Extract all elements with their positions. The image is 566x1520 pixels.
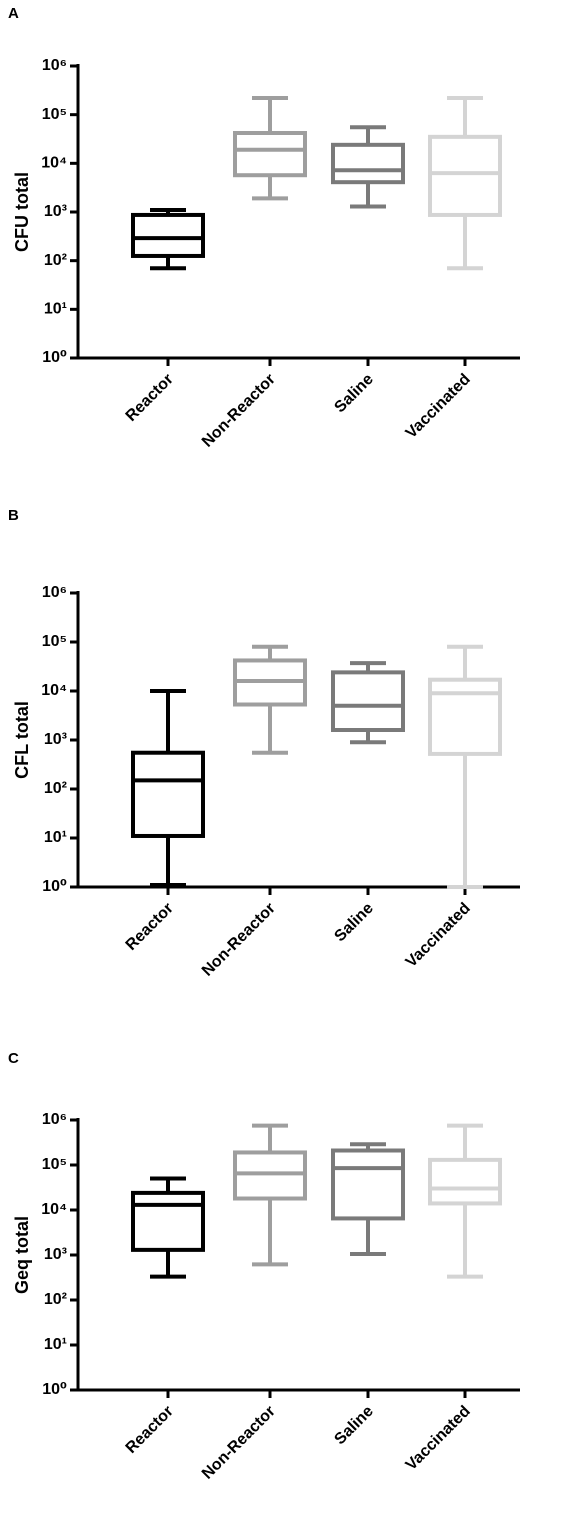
y-tick-label: 10⁴ bbox=[41, 682, 67, 699]
y-axis-label: CFU total bbox=[12, 172, 32, 252]
x-tick-label: Non-Reactor bbox=[199, 1403, 279, 1483]
x-tick-label: Reactor bbox=[123, 1403, 177, 1457]
y-tick-label: 10⁵ bbox=[42, 633, 67, 650]
box bbox=[131, 750, 205, 838]
x-tick-label: Vaccinated bbox=[403, 900, 474, 971]
box bbox=[331, 142, 405, 185]
x-tick-label: Saline bbox=[331, 900, 376, 945]
y-tick-label: 10³ bbox=[44, 731, 67, 748]
box bbox=[428, 134, 502, 217]
box bbox=[233, 131, 307, 178]
y-tick-label: 10⁶ bbox=[42, 57, 67, 74]
box bbox=[428, 1157, 502, 1206]
x-tick-label: Reactor bbox=[123, 900, 177, 954]
y-tick-label: 10⁰ bbox=[42, 349, 67, 366]
y-tick-label: 10⁰ bbox=[42, 878, 67, 895]
y-tick-label: 10⁵ bbox=[42, 106, 67, 123]
panel-label: C bbox=[8, 1050, 19, 1067]
y-tick-label: 10⁴ bbox=[41, 155, 67, 172]
x-tick-label: Vaccinated bbox=[403, 371, 474, 442]
box bbox=[331, 1148, 405, 1221]
panel-label: A bbox=[8, 5, 19, 22]
box bbox=[233, 1150, 307, 1201]
y-tick-label: 10³ bbox=[44, 203, 67, 220]
panel-label: B bbox=[8, 507, 19, 524]
box bbox=[131, 1190, 205, 1252]
x-tick-label: Non-Reactor bbox=[199, 371, 279, 451]
x-tick-label: Saline bbox=[331, 371, 376, 416]
y-tick-label: 10² bbox=[44, 1291, 67, 1308]
x-tick-label: Vaccinated bbox=[403, 1403, 474, 1474]
y-tick-label: 10¹ bbox=[44, 301, 67, 318]
x-tick-label: Reactor bbox=[123, 371, 177, 425]
y-tick-label: 10² bbox=[44, 252, 67, 269]
y-axis-label: CFL total bbox=[12, 701, 32, 779]
y-tick-label: 10⁴ bbox=[41, 1201, 67, 1218]
y-tick-label: 10⁵ bbox=[42, 1156, 67, 1173]
y-tick-label: 10² bbox=[44, 780, 67, 797]
y-tick-label: 10³ bbox=[44, 1246, 67, 1263]
y-axis-label: Geq total bbox=[12, 1216, 32, 1294]
box bbox=[428, 677, 502, 756]
x-tick-label: Non-Reactor bbox=[199, 900, 279, 980]
y-tick-label: 10¹ bbox=[44, 829, 67, 846]
y-tick-label: 10¹ bbox=[44, 1336, 67, 1353]
y-tick-label: 10⁰ bbox=[42, 1381, 67, 1398]
box bbox=[331, 670, 405, 732]
x-tick-label: Saline bbox=[331, 1403, 376, 1448]
y-tick-label: 10⁶ bbox=[42, 1111, 67, 1128]
box bbox=[131, 212, 205, 258]
y-tick-label: 10⁶ bbox=[42, 584, 67, 601]
